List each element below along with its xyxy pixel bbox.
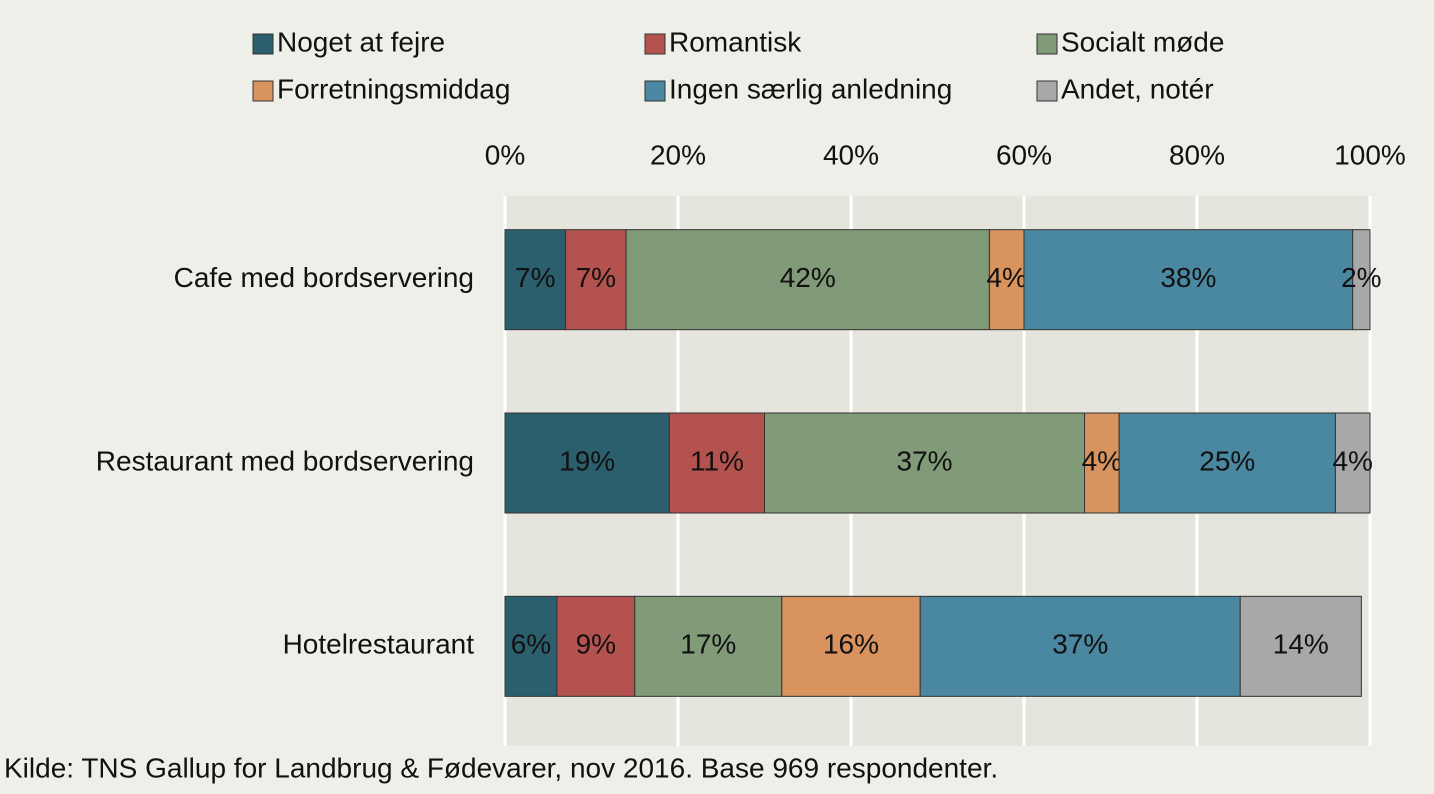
value-label: 37% [1052,629,1108,660]
legend-label: Noget at fejre [277,26,445,57]
legend-label: Romantisk [669,26,802,57]
legend-label: Andet, notér [1061,73,1214,104]
bar-segment [634,595,783,697]
value-label: 11% [690,445,744,476]
value-label: 14% [1273,629,1329,660]
legend-swatch [1036,80,1058,102]
bar-segment [1352,229,1371,331]
source-note: Kilde: TNS Gallup for Landbrug & Fødevar… [4,752,998,783]
x-tick-label: 40% [823,139,879,170]
value-label: 42% [780,262,836,293]
legend-label: Socialt møde [1061,26,1224,57]
y-tick-label: Restaurant med bordservering [96,445,474,476]
value-label: 37% [897,445,953,476]
legend-swatch [252,33,274,55]
x-tick-label: 20% [650,139,706,170]
legend-swatch [644,80,666,102]
value-label: 4% [986,262,1026,293]
value-label: 6% [511,629,551,660]
value-label: 38% [1160,262,1216,293]
bar-segment [1023,229,1354,331]
x-tick-label: 60% [996,139,1052,170]
bar-segment [565,229,627,331]
x-tick-label: 100% [1334,139,1406,170]
bar-segment [1334,412,1371,514]
value-label: 4% [1082,445,1122,476]
value-label: 7% [576,262,616,293]
y-tick-label: Hotelrestaurant [283,629,475,660]
bar-segment [764,412,1086,514]
value-label: 9% [576,629,616,660]
bar-segment [988,229,1025,331]
value-label: 2% [1341,262,1381,293]
value-label: 17% [680,629,736,660]
bar-segment [625,229,990,331]
bar-segment [504,595,558,697]
legend-label: Ingen særlig anledning [669,73,952,104]
value-label: 19% [559,445,615,476]
x-tick-label: 80% [1169,139,1225,170]
value-label: 4% [1332,445,1372,476]
bar-segment [1118,412,1336,514]
legend-swatch [252,80,274,102]
bar-segment [668,412,765,514]
bar-segment [1239,595,1362,697]
bar-segment [1084,412,1120,514]
legend-swatch [644,33,666,55]
value-label: 7% [515,262,555,293]
bar-segment [504,229,567,331]
value-label: 25% [1199,445,1255,476]
bar-segment [504,412,670,514]
legend-label: Forretningsmiddag [277,73,510,104]
y-tick-label: Cafe med bordservering [174,262,474,293]
bar-segment [781,595,921,697]
value-label: 16% [823,629,879,660]
legend-swatch [1036,33,1058,55]
bar-segment [556,595,636,697]
x-tick-label: 0% [485,139,525,170]
